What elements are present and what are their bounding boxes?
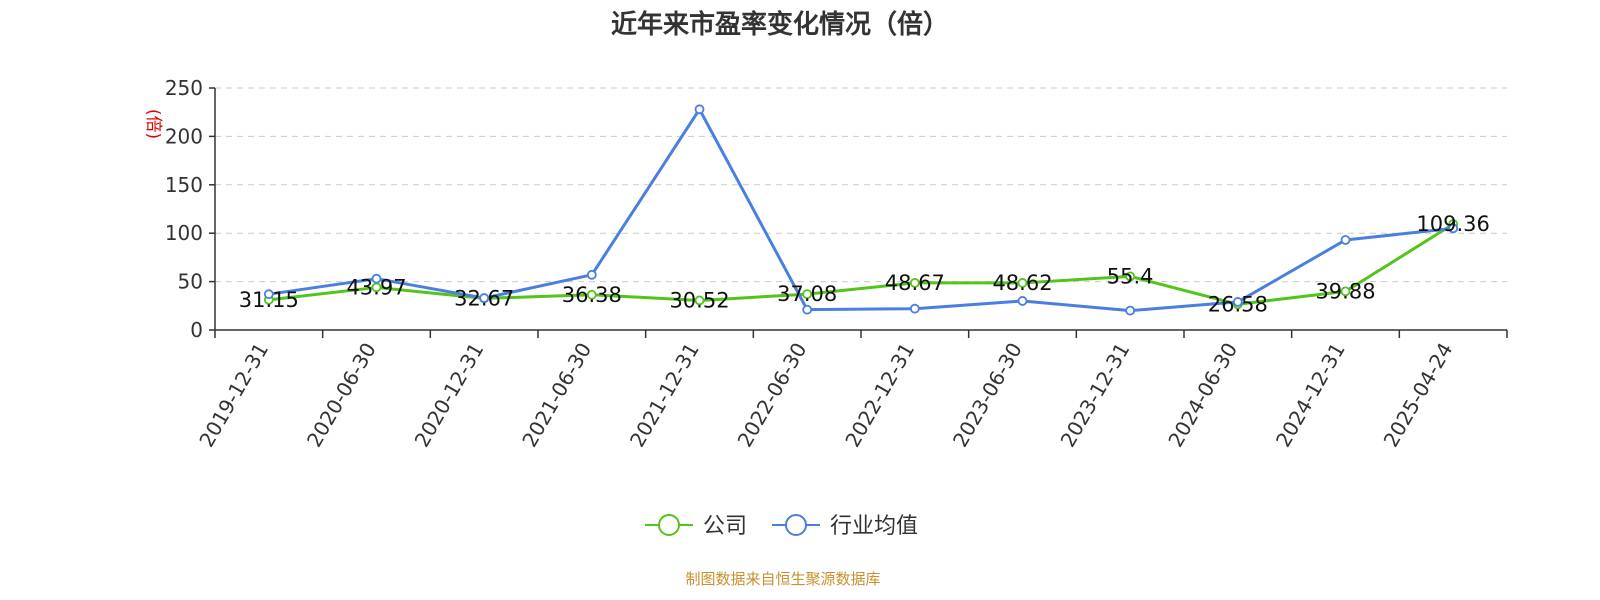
data-point [263,289,274,300]
y-axis-label: (倍) [143,109,163,139]
series-lines [263,104,1459,316]
chart-title: 近年来市盈率变化情况（倍） [611,9,949,40]
x-tick-label: 2021-06-30 [517,339,596,452]
y-tick-label: 100 [165,221,203,245]
data-point [1017,278,1028,288]
data-label: 31.15 [239,288,299,312]
legend-label: 公司 [703,514,747,539]
legend-label: 行业均值 [830,514,918,539]
x-tick-label: 2021-12-31 [625,339,704,452]
data-point [586,289,597,300]
data-point [1125,271,1136,282]
series-line-1 [268,107,1454,313]
data-label: 30.52 [669,288,729,312]
data-label: 55.4 [1107,264,1154,288]
data-point [371,273,382,284]
x-tick-label: 2020-06-30 [302,339,381,452]
data-labels: 31.15 43.97 32.67 36.38 30.52 37.08 48.67 48.62… [239,212,1490,316]
x-tick-label: 2019-12-31 [194,339,273,452]
data-point [479,293,490,303]
data-label: 39.88 [1315,279,1375,303]
x-tick-label: 2024-06-30 [1163,339,1242,452]
data-label: 43.97 [346,275,406,299]
x-tick-label: 2025-04-24 [1379,339,1458,452]
legend-swatch-marker [785,514,807,536]
legend-swatch-marker [658,514,680,536]
legend[interactable]: 公司 行业均值 [645,514,918,539]
data-point [802,289,813,300]
data-label: 26.58 [1208,292,1268,316]
data-point [1340,235,1351,245]
data-point [1017,296,1028,306]
series-line-0 [268,222,1454,306]
data-point [909,277,920,288]
x-tick-label: 2023-06-30 [948,339,1027,452]
data-point [1448,223,1459,234]
data-point [802,304,813,315]
x-tick-label: 2022-06-30 [733,339,812,452]
data-label: 48.62 [992,271,1052,295]
y-tick-label: 50 [178,270,203,294]
x-tick-label: 2020-12-31 [410,338,489,451]
x-tick-label: 2024-12-31 [1271,339,1350,452]
data-point [1340,286,1351,297]
data-label: 109.36 [1416,212,1489,236]
data-label: 36.38 [562,283,622,307]
data-label: 48.67 [885,271,945,295]
y-tick-label: 200 [165,124,203,148]
x-tick-label: 2022-12-31 [840,338,919,451]
data-point [1232,297,1243,307]
grid-lines [215,87,1507,283]
x-tick-label: 2023-12-31 [1056,339,1135,452]
legend-item-1[interactable]: 行业均值 [772,514,918,539]
source-note: 制图数据来自恒生聚源数据库 [685,570,880,588]
data-point [586,269,597,280]
legend-item-0[interactable]: 公司 [645,514,747,539]
y-tick-label: 250 [165,76,203,100]
y-tick-label: 0 [190,318,203,342]
data-label: 37.08 [777,282,837,306]
data-point [694,295,705,306]
data-point [694,104,705,115]
data-label: 32.67 [454,286,514,310]
y-tick-label: 150 [165,173,203,197]
data-point [909,303,920,314]
data-point [1125,305,1136,316]
